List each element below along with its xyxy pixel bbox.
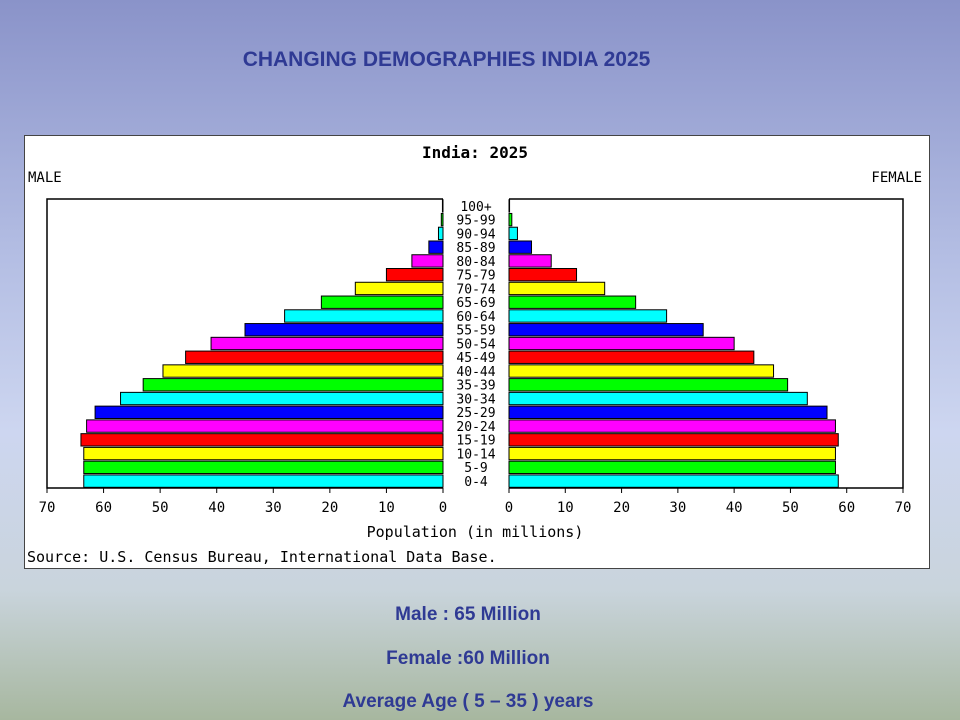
female-tick-label-40: 40: [726, 500, 743, 516]
footer-male-total: Male : 65 Million: [395, 604, 541, 625]
age-label-100+: 100+: [460, 200, 491, 215]
male-bar-95-99: [440, 212, 444, 227]
age-label-35-39: 35-39: [456, 379, 495, 394]
age-label-40-44: 40-44: [456, 365, 495, 380]
male-tick-label-10: 10: [378, 500, 395, 516]
female-label: FEMALE: [871, 170, 922, 186]
male-tick-label-0: 0: [439, 500, 447, 516]
male-bar-85-89: [428, 240, 444, 254]
age-label-30-34: 30-34: [456, 392, 495, 407]
female-bar-100+: [508, 199, 511, 213]
age-label-95-99: 95-99: [456, 214, 495, 229]
female-tick-label-0: 0: [505, 500, 513, 516]
female-tick-label-30: 30: [669, 500, 686, 516]
male-bar-75-79: [385, 268, 444, 282]
male-bar-35-39: [142, 378, 444, 392]
male-bar-80-84: [411, 254, 444, 268]
male-bar-55-59: [244, 323, 444, 337]
age-label-75-79: 75-79: [456, 269, 495, 284]
female-bar-35-39: [508, 378, 789, 392]
chart-title: India: 2025: [422, 143, 528, 162]
female-bar-85-89: [508, 240, 533, 254]
female-bar-75-79: [508, 268, 578, 282]
female-tick-label-50: 50: [782, 500, 799, 516]
male-plot-frame: [46, 198, 443, 489]
bars-group: [80, 199, 839, 488]
male-bar-90-94: [437, 226, 444, 241]
female-bar-10-14: [508, 446, 836, 461]
male-bar-5-9: [83, 460, 444, 475]
age-label-15-19: 15-19: [456, 434, 495, 449]
female-bar-55-59: [508, 323, 704, 337]
source-note: Source: U.S. Census Bureau, Internationa…: [27, 548, 497, 566]
female-plot-area: [509, 198, 904, 489]
female-bar-30-34: [508, 391, 808, 406]
age-label-25-29: 25-29: [456, 406, 495, 421]
female-tick-label-70: 70: [895, 500, 912, 516]
female-bar-5-9: [508, 460, 836, 475]
age-label-65-69: 65-69: [456, 296, 495, 311]
female-bar-40-44: [508, 364, 775, 378]
female-tick-label-20: 20: [613, 500, 630, 516]
female-bar-80-84: [508, 254, 552, 268]
male-bar-25-29: [94, 405, 444, 419]
age-label-80-84: 80-84: [456, 255, 495, 270]
age-label-10-14: 10-14: [456, 447, 495, 462]
male-tick-label-60: 60: [95, 500, 112, 516]
female-tick-label-10: 10: [557, 500, 574, 516]
male-tick-label-30: 30: [265, 500, 282, 516]
male-bar-15-19: [80, 433, 444, 447]
age-label-5-9: 5-9: [464, 461, 487, 476]
male-label: MALE: [28, 170, 62, 186]
age-labels-group: 0-45-910-1415-1920-2425-2930-3435-3940-4…: [456, 200, 495, 490]
age-label-45-49: 45-49: [456, 351, 495, 366]
x-axis-label: Population (in millions): [367, 523, 584, 541]
male-tick-label-40: 40: [208, 500, 225, 516]
female-bar-65-69: [508, 295, 637, 309]
male-plot-area: [46, 198, 443, 489]
male-bar-40-44: [162, 364, 444, 378]
age-label-0-4: 0-4: [464, 475, 488, 490]
male-bar-45-49: [185, 350, 444, 364]
female-tick-label-60: 60: [838, 500, 855, 516]
age-label-50-54: 50-54: [456, 337, 495, 352]
female-bar-90-94: [508, 226, 518, 241]
age-label-90-94: 90-94: [456, 227, 495, 242]
slide-title: CHANGING DEMOGRAPHIES INDIA 2025: [242, 48, 651, 71]
female-bar-95-99: [508, 212, 513, 227]
population-pyramid-chart: India: 2025 MALE FEMALE 0-4 5-9 10-14 15-19…: [24, 135, 930, 569]
female-bar-15-19: [508, 433, 839, 447]
female-plot-frame: [509, 198, 904, 489]
footer-average-age: Average Age ( 5 – 35 ) years: [342, 691, 594, 712]
male-bar-10-14: [83, 446, 444, 461]
male-bar-30-34: [120, 391, 444, 406]
male-tick-label-20: 20: [321, 500, 338, 516]
age-label-60-64: 60-64: [456, 310, 495, 325]
male-tick-label-50: 50: [152, 500, 169, 516]
female-bar-50-54: [508, 336, 735, 351]
pyramid-svg: India: 2025 MALE FEMALE 0-45-910-1415-19…: [27, 143, 922, 566]
age-label-20-24: 20-24: [456, 420, 495, 435]
male-bar-60-64: [284, 309, 444, 323]
male-tick-label-70: 70: [39, 500, 56, 516]
male-bar-65-69: [320, 295, 444, 309]
footer-female-total: Female :60 Million: [386, 648, 550, 669]
male-bar-0-4: [83, 474, 444, 488]
male-bar-20-24: [86, 419, 444, 433]
ticks-group: 0 0 10 10 20 20 30 30 40 40 50 50 60 60 70 70: [39, 488, 912, 516]
age-label-85-89: 85-89: [456, 241, 495, 256]
male-bar-100+: [441, 199, 444, 213]
age-label-70-74: 70-74: [456, 282, 495, 297]
age-label-55-59: 55-59: [456, 324, 495, 339]
female-bar-45-49: [508, 350, 755, 364]
female-bar-60-64: [508, 309, 668, 323]
female-bar-20-24: [508, 419, 836, 433]
male-bar-70-74: [354, 281, 444, 296]
female-bar-70-74: [508, 281, 606, 296]
female-bar-0-4: [508, 474, 839, 488]
male-bar-50-54: [210, 336, 444, 351]
female-bar-25-29: [508, 405, 828, 419]
